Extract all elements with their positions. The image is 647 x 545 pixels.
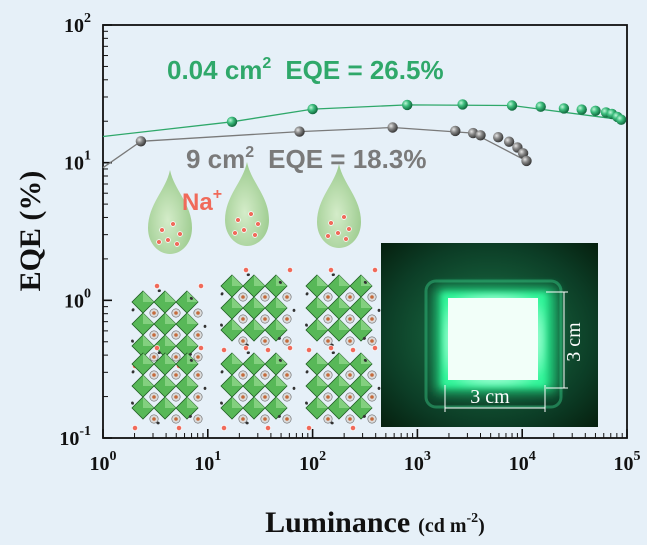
data-point	[402, 99, 413, 111]
x-tick-label: 100	[90, 449, 117, 475]
plot-frame	[102, 24, 628, 439]
x-axis: 100 101 102 103 104 105	[90, 429, 641, 475]
y-axis-title: EQE (%)	[14, 171, 47, 292]
fit-line	[102, 104, 622, 138]
y-axis: 10-1 100 101 102	[59, 11, 112, 450]
gray-series-annotation: 9 cm2 EQE = 18.3%	[186, 144, 426, 174]
photo-height-label: 3 cm	[563, 322, 585, 362]
data-point	[450, 125, 461, 137]
crystal-block	[305, 345, 381, 431]
y-tick-label: 102	[64, 11, 91, 37]
data-point	[226, 116, 238, 128]
data-point	[506, 100, 518, 111]
crystal-block	[220, 267, 296, 353]
x-tick-label: 101	[194, 449, 221, 475]
green-series-annotation: 0.04 cm2 EQE = 26.5%	[167, 55, 444, 85]
data-point	[558, 103, 570, 114]
y-tick-label: 101	[64, 149, 91, 175]
crystal-block	[305, 267, 381, 353]
photo-width-label: 3 cm	[470, 386, 510, 408]
data-point	[457, 99, 468, 110]
x-tick-label: 105	[614, 449, 641, 475]
crystal-block	[220, 345, 296, 431]
crystal-block	[131, 345, 207, 431]
data-point	[294, 126, 305, 137]
data-point	[475, 130, 486, 141]
data-point	[493, 132, 504, 143]
droplet-icon	[317, 164, 361, 248]
data-point	[135, 136, 147, 147]
data-point	[576, 104, 587, 115]
droplet-icon	[148, 170, 192, 254]
droplet-icon	[225, 162, 269, 246]
data-points	[135, 99, 627, 167]
data-point	[387, 122, 398, 133]
ion-droplets	[148, 162, 361, 254]
data-point	[521, 155, 532, 167]
data-point	[503, 136, 515, 147]
x-axis-title: Luminance (cd m-2)	[265, 506, 485, 539]
perovskite-crystal-illustration	[131, 267, 381, 431]
data-point	[535, 101, 546, 112]
y-tick-label: 100	[64, 286, 91, 312]
x-tick-label: 103	[404, 449, 431, 475]
data-point	[307, 103, 318, 115]
x-tick-label: 104	[509, 449, 536, 475]
x-tick-label: 102	[299, 449, 326, 475]
device-photo: 3 cm 3 cm	[381, 243, 598, 427]
y-tick-label: 10-1	[59, 424, 91, 450]
data-point	[590, 105, 601, 117]
data-point	[616, 114, 627, 125]
sodium-ion-label: Na+	[182, 186, 222, 216]
